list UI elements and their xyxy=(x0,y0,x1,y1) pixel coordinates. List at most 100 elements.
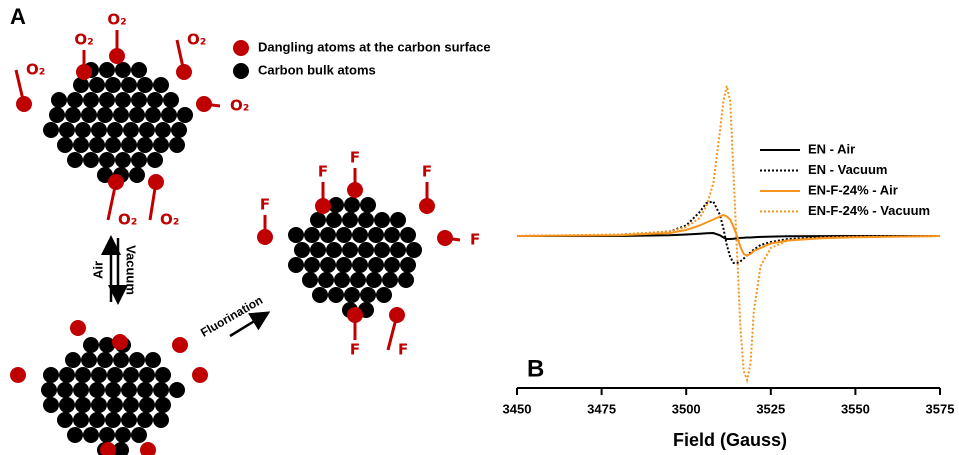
carbon-atom xyxy=(89,77,105,93)
carbon-atom xyxy=(57,137,73,153)
carbon-atom xyxy=(73,412,89,428)
figure: A Dangling atoms at the carbon surface C… xyxy=(0,0,959,455)
legend-label: Carbon bulk atoms xyxy=(258,62,376,77)
carbon-atom xyxy=(105,137,121,153)
carbon-atom xyxy=(320,227,336,243)
carbon-atom xyxy=(155,397,171,413)
carbon-atom xyxy=(326,242,342,258)
carbon-atom xyxy=(161,107,177,123)
carbon-atom xyxy=(115,152,131,168)
carbon-atom xyxy=(139,122,155,138)
atom-label: F xyxy=(398,341,408,359)
atom-label: O₂ xyxy=(74,31,93,49)
dangling-atom xyxy=(148,174,164,190)
carbon-atom xyxy=(75,122,91,138)
fluorination-label: Fluorination xyxy=(198,293,265,340)
carbon-atom xyxy=(163,92,179,108)
carbon-atom xyxy=(83,152,99,168)
carbon-atom xyxy=(121,77,137,93)
carbon-atom xyxy=(137,382,153,398)
carbon-atom xyxy=(153,412,169,428)
carbon-atom xyxy=(65,352,81,368)
carbon-atom xyxy=(121,412,137,428)
carbon-atom xyxy=(169,137,185,153)
carbon-atom xyxy=(155,367,171,383)
dangling-atom xyxy=(257,229,273,245)
carbon-atom xyxy=(384,257,400,273)
carbon-atom xyxy=(59,122,75,138)
carbon-atom xyxy=(59,367,75,383)
carbon-atom xyxy=(320,257,336,273)
carbon-atom xyxy=(57,412,73,428)
carbon-atom xyxy=(121,382,137,398)
carbon-atom xyxy=(91,367,107,383)
air-label: Air xyxy=(90,261,105,279)
carbon-atom xyxy=(398,272,414,288)
carbon-atom xyxy=(153,137,169,153)
dangling-atom xyxy=(389,307,405,323)
atom-label: F xyxy=(350,149,360,167)
carbon-atom xyxy=(81,107,97,123)
carbon-atom xyxy=(390,212,406,228)
carbon-atom xyxy=(129,167,145,183)
panel-label: A xyxy=(10,4,26,29)
x-tick-label: 3575 xyxy=(926,401,955,416)
carbon-atom xyxy=(169,382,185,398)
carbon-atom xyxy=(344,287,360,303)
carbon-atom xyxy=(147,152,163,168)
carbon-atom xyxy=(83,337,99,353)
carbon-atom xyxy=(105,77,121,93)
carbon-atom xyxy=(43,397,59,413)
carbon-atom xyxy=(294,242,310,258)
carbon-atom xyxy=(304,227,320,243)
atom-label: O₂ xyxy=(26,61,45,79)
carbon-atom xyxy=(374,212,390,228)
dangling-atom xyxy=(347,307,363,323)
carbon-atom xyxy=(334,272,350,288)
dangling-atom xyxy=(419,198,435,214)
carbon-atom xyxy=(374,242,390,258)
series-line xyxy=(517,86,940,380)
atom-label: F xyxy=(260,196,270,214)
dangling-atom xyxy=(347,182,363,198)
x-tick-label: 3525 xyxy=(756,401,785,416)
atom-label: O₂ xyxy=(230,97,249,115)
carbon-atom xyxy=(89,382,105,398)
carbon-atom xyxy=(99,62,115,78)
dangling-atom xyxy=(196,96,212,112)
carbon-atom xyxy=(139,367,155,383)
carbon-atom xyxy=(123,397,139,413)
carbon-atom xyxy=(342,242,358,258)
carbon-atom xyxy=(406,242,422,258)
carbon-atom xyxy=(344,197,360,213)
carbon-atom xyxy=(115,92,131,108)
carbon-atom xyxy=(352,227,368,243)
legend-label: EN-F-24% - Vacuum xyxy=(808,203,930,218)
carbon-atom xyxy=(131,427,147,443)
carbon-atom xyxy=(75,397,91,413)
carbon-atom xyxy=(131,62,147,78)
atom-label: F xyxy=(422,163,432,181)
carbon-atom xyxy=(288,257,304,273)
carbon-atom xyxy=(336,227,352,243)
carbon-atom xyxy=(360,197,376,213)
carbon-atom xyxy=(107,367,123,383)
carbon-atom xyxy=(99,152,115,168)
carbon-atom xyxy=(75,367,91,383)
carbon-atom xyxy=(107,122,123,138)
atom-label: O₂ xyxy=(187,31,206,49)
carbon-atom xyxy=(145,107,161,123)
carbon-atom xyxy=(81,352,97,368)
carbon-atom xyxy=(145,352,161,368)
carbon-atom xyxy=(99,92,115,108)
x-tick-label: 3500 xyxy=(672,401,701,416)
carbon-atom xyxy=(147,92,163,108)
carbon-atom xyxy=(390,242,406,258)
atom-label: O₂ xyxy=(118,211,137,229)
carbon-atom xyxy=(129,107,145,123)
carbon-atom xyxy=(326,212,342,228)
legend-label: EN - Vacuum xyxy=(808,162,887,177)
legend-label: EN - Air xyxy=(808,141,855,156)
carbon-atom xyxy=(400,227,416,243)
dangling-atom xyxy=(437,230,453,246)
